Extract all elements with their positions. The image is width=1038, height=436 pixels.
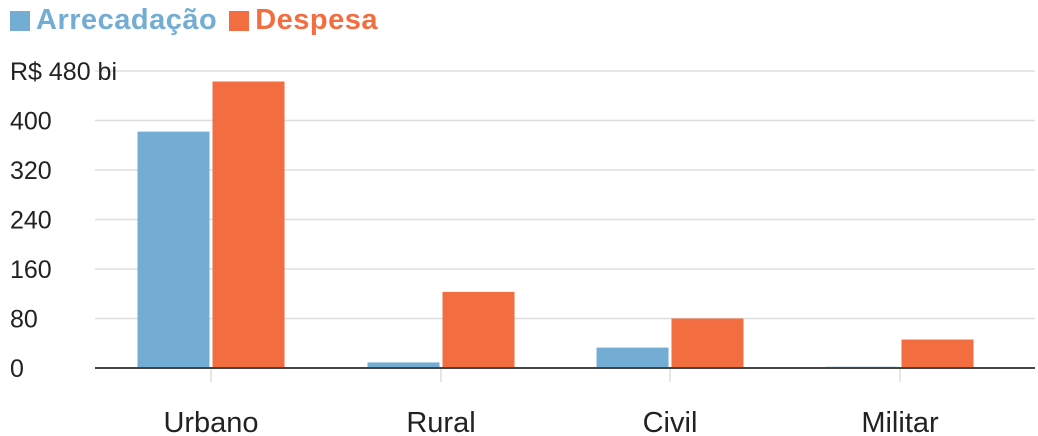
category-label: Rural — [406, 407, 475, 436]
legend-item-despesa: Despesa — [229, 4, 378, 37]
category-label: Militar — [861, 407, 939, 436]
y-tick-label: 240 — [10, 207, 52, 235]
y-tick-label: 160 — [10, 256, 52, 284]
legend-label-arrecadacao: Arrecadação — [36, 4, 218, 36]
legend-swatch-arrecadacao — [10, 10, 30, 31]
bar-despesa-civil — [671, 318, 744, 368]
legend-item-arrecadacao: Arrecadação — [10, 4, 217, 37]
bar-despesa-urbano — [212, 81, 285, 369]
category-labels: Urbano Rural Civil Militar — [163, 407, 939, 436]
y-tick-label: 0 — [10, 355, 24, 383]
bar-arrecadacao-civil — [596, 347, 669, 368]
y-tick-label: 320 — [10, 157, 52, 185]
y-tick-label: R$ 480 bi — [10, 58, 117, 86]
category-label: Urbano — [163, 407, 258, 436]
bar-despesa-rural — [442, 291, 515, 368]
y-tick-label: 400 — [10, 108, 52, 136]
bar-arrecadacao-urbano — [137, 131, 210, 368]
y-tick-label: 80 — [10, 306, 38, 334]
legend-swatch-despesa — [229, 10, 250, 31]
category-label: Civil — [643, 407, 698, 436]
bars — [137, 81, 974, 369]
y-tick-labels: 0 80 160 240 320 400 R$ 480 bi — [10, 58, 117, 383]
bar-despesa-militar — [901, 339, 974, 368]
x-axis — [95, 367, 1035, 382]
bar-arrecadacao-rural — [367, 362, 440, 368]
chart-legend: Arrecadação Despesa — [10, 4, 390, 37]
legend-label-despesa: Despesa — [255, 4, 379, 36]
